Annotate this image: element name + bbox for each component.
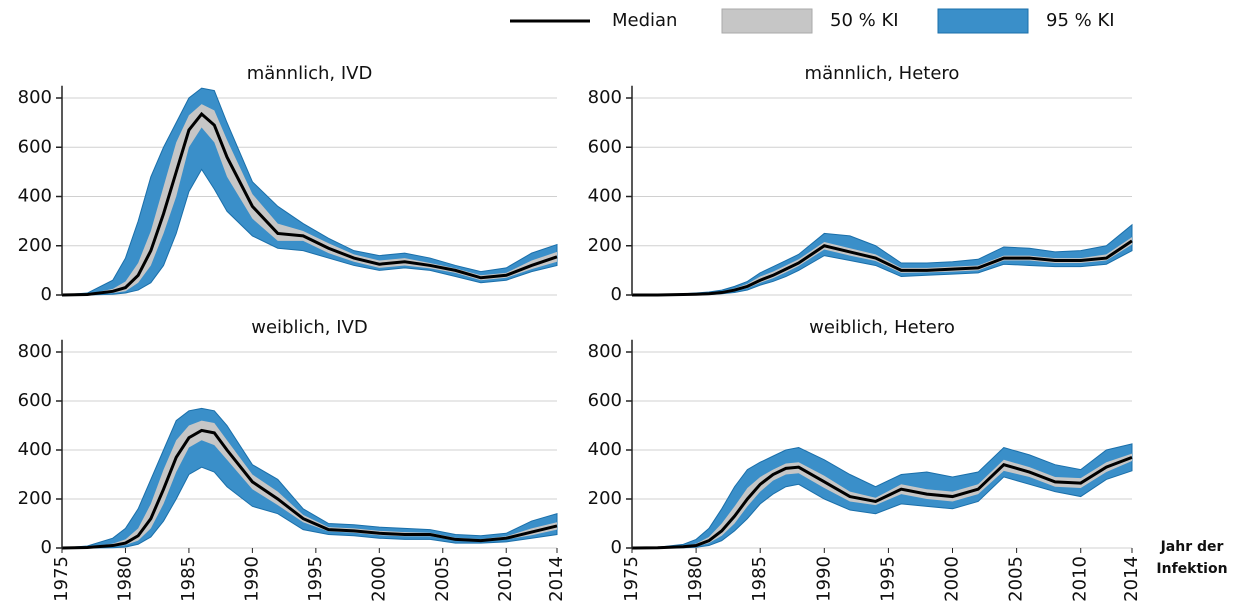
panel-title: männlich, IVD	[247, 63, 373, 84]
y-tick-label: 0	[611, 537, 622, 558]
legend-swatch	[937, 8, 1029, 34]
x-tick-label: 2005	[432, 556, 453, 602]
x-tick-label: 2000	[368, 556, 389, 602]
x-tick-label: 1975	[51, 556, 72, 602]
x-tick-label: 1990	[241, 556, 262, 602]
median-line	[631, 455, 1133, 550]
y-tick-label: 400	[588, 439, 622, 460]
interval-band	[62, 104, 557, 295]
y-tick-label: 0	[611, 284, 622, 305]
legend-label: 95 % KI	[1046, 10, 1115, 31]
x-tick-label: 1985	[178, 556, 199, 602]
legend-swatch	[721, 8, 813, 34]
y-tick-label: 600	[18, 390, 52, 411]
x-tick-label: 2014	[1121, 556, 1142, 602]
panel-title: männlich, Hetero	[805, 63, 960, 84]
y-tick-label: 800	[588, 341, 622, 362]
y-tick-label: 400	[18, 439, 52, 460]
interval-band	[61, 87, 558, 296]
x-axis-label: Jahr der Infektion	[1156, 539, 1228, 577]
panel-title: weiblich, Hetero	[809, 317, 955, 338]
y-tick-label: 0	[41, 537, 52, 558]
y-tick-label: 0	[41, 284, 52, 305]
x-tick-label: 1985	[749, 556, 770, 602]
legend-label: 50 % KI	[830, 10, 899, 31]
x-tick-label: 2010	[1070, 556, 1091, 602]
y-tick-label: 400	[588, 186, 622, 207]
y-tick-label: 200	[588, 235, 622, 256]
y-tick-label: 800	[588, 87, 622, 108]
y-tick-label: 200	[588, 488, 622, 509]
y-tick-label: 200	[18, 235, 52, 256]
y-tick-label: 600	[18, 136, 52, 157]
y-tick-label: 600	[588, 136, 622, 157]
y-tick-label: 800	[18, 341, 52, 362]
interval-band	[62, 420, 557, 548]
y-tick-label: 800	[18, 87, 52, 108]
median-line	[61, 428, 558, 550]
x-tick-label: 2005	[1006, 556, 1027, 602]
median-line	[632, 239, 1133, 297]
x-tick-label: 1990	[813, 556, 834, 602]
x-tick-label: 1995	[877, 556, 898, 602]
y-tick-label: 400	[18, 186, 52, 207]
x-tick-label: 2010	[495, 556, 516, 602]
x-tick-label: 1995	[305, 556, 326, 602]
x-tick-label: 1980	[114, 556, 135, 602]
interval-band	[61, 407, 558, 549]
interval-band	[632, 453, 1132, 548]
x-tick-label: 2000	[942, 556, 963, 602]
legend-label: Median	[612, 10, 677, 31]
y-tick-label: 600	[588, 390, 622, 411]
x-tick-label: 1980	[685, 556, 706, 602]
x-tick-label: 2014	[546, 556, 567, 602]
x-tick-label: 1975	[621, 556, 642, 602]
panel-title: weiblich, IVD	[251, 317, 367, 338]
median-line	[61, 111, 558, 297]
y-tick-label: 200	[18, 488, 52, 509]
